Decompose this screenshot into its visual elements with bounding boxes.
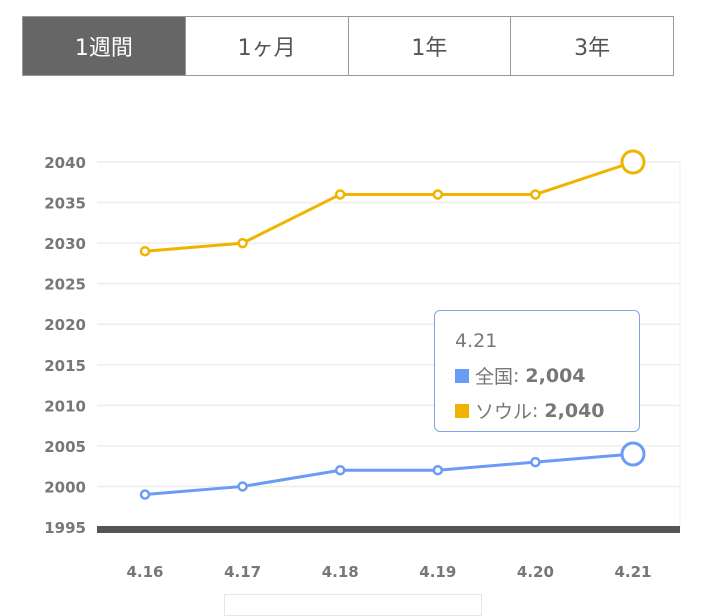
national-swatch-icon	[455, 368, 469, 383]
series-line-全国	[144, 452, 634, 497]
x-tick-label: 4.16	[126, 563, 163, 581]
x-tick-label: 4.21	[614, 563, 651, 581]
data-point	[620, 441, 646, 467]
data-point	[432, 464, 444, 476]
tooltip-row-national: 全国:2,004	[455, 358, 639, 393]
tooltip-label: 全国	[475, 366, 514, 388]
x-tick-label: 4.20	[517, 563, 554, 581]
y-tick-label: 2005	[44, 438, 86, 456]
data-point	[139, 245, 151, 257]
tooltip-sep: :	[532, 399, 539, 422]
tab-1-week[interactable]: 1週間	[23, 17, 185, 75]
data-point	[334, 189, 346, 200]
x-axis-line	[97, 526, 680, 533]
x-tick-label: 4.18	[322, 563, 359, 581]
y-tick-label: 2020	[44, 316, 86, 334]
tooltip: 4.21 全国:2,004 ソウル:2,040	[434, 310, 640, 432]
tab-1-year[interactable]: 1年	[347, 17, 511, 75]
y-tick-label: 2035	[44, 195, 86, 213]
x-tick-label: 4.17	[224, 563, 261, 581]
y-tick-label: 2015	[44, 357, 86, 375]
tooltip-value: 2,004	[525, 364, 586, 387]
data-point	[620, 149, 646, 175]
y-tick-label: 2000	[44, 478, 86, 496]
data-point	[237, 481, 248, 492]
bottom-panel	[224, 594, 482, 616]
tooltip-sep: :	[513, 364, 520, 387]
y-tick-label: 2025	[44, 276, 86, 294]
data-point	[334, 464, 346, 476]
tooltip-title: 4.21	[455, 329, 498, 352]
data-point	[237, 237, 248, 249]
y-tick-label: 1995	[44, 519, 86, 537]
data-point	[139, 489, 151, 500]
y-tick-label: 2030	[44, 235, 86, 253]
y-tick-label: 2040	[44, 154, 86, 172]
x-tick-label: 4.19	[419, 563, 456, 581]
tooltip-value: 2,040	[544, 399, 605, 422]
period-tabs: 1週間 1ヶ月 1年 3年	[22, 16, 674, 76]
data-point	[530, 189, 541, 200]
seoul-swatch-icon	[455, 403, 469, 418]
tooltip-label: ソウル	[475, 401, 533, 423]
tab-1-month[interactable]: 1ヶ月	[184, 17, 348, 75]
data-point	[530, 456, 541, 468]
series-line-ソウル	[144, 160, 634, 253]
data-point	[432, 189, 444, 200]
tooltip-row-seoul: ソウル:2,040	[455, 393, 639, 428]
y-tick-label: 2010	[44, 397, 86, 415]
tab-3-year[interactable]: 3年	[510, 17, 673, 75]
